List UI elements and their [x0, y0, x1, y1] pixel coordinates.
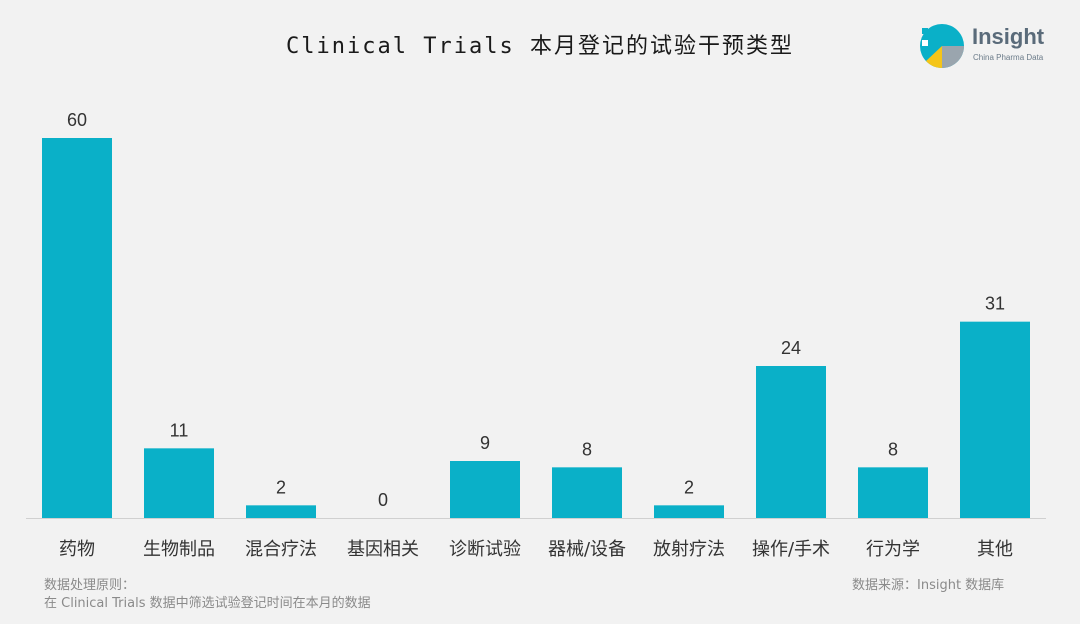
bar — [246, 505, 316, 518]
category-label: 器械/设备 — [548, 539, 626, 560]
data-label: 11 — [170, 420, 189, 440]
category-label: 基因相关 — [347, 539, 419, 560]
category-label: 混合疗法 — [245, 539, 317, 560]
data-label: 2 — [684, 477, 694, 497]
bar — [552, 467, 622, 518]
bar — [756, 366, 826, 518]
category-label: 操作/手术 — [752, 539, 830, 560]
data-source: 数据来源：Insight 数据库 — [852, 578, 1005, 593]
bar — [450, 461, 520, 518]
data-label: 8 — [582, 439, 592, 459]
data-principle-label: 数据处理原则： — [44, 578, 136, 593]
bar — [42, 138, 112, 518]
data-label: 9 — [480, 433, 490, 453]
logo-subtitle: China Pharma Data — [973, 53, 1044, 62]
data-label: 8 — [888, 439, 898, 459]
footer-notes: 数据处理原则： 在 Clinical Trials 数据中筛选试验登记时间在本月… — [44, 577, 371, 613]
insight-logo-icon — [920, 24, 964, 68]
logo-brand-name: Insight — [972, 24, 1045, 49]
category-label: 生物制品 — [143, 539, 215, 560]
category-label: 放射疗法 — [653, 539, 725, 560]
category-label: 其他 — [977, 539, 1013, 560]
data-label: 2 — [276, 477, 286, 497]
category-label: 行为学 — [866, 539, 920, 560]
data-label: 24 — [781, 338, 801, 358]
chart-title: Clinical Trials 本月登记的试验干预类型 — [286, 34, 794, 59]
data-principle-text: 在 Clinical Trials 数据中筛选试验登记时间在本月的数据 — [44, 596, 371, 611]
insight-logo: Insight China Pharma Data — [916, 20, 1066, 72]
data-label: 60 — [67, 110, 87, 130]
bar — [960, 321, 1030, 518]
category-label: 诊断试验 — [449, 539, 521, 560]
data-label: 0 — [378, 490, 388, 510]
bar — [654, 505, 724, 518]
bar — [144, 448, 214, 518]
category-label: 药物 — [59, 539, 95, 560]
data-label: 31 — [985, 294, 1005, 314]
bar — [858, 467, 928, 518]
